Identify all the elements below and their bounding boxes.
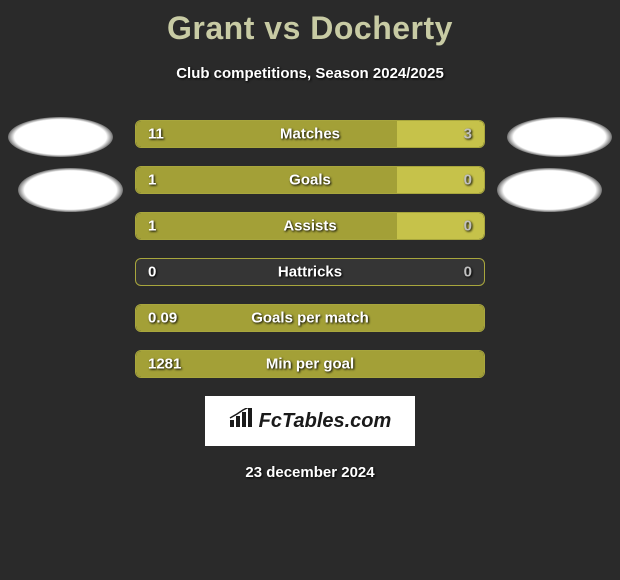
stat-label: Goals per match (251, 310, 369, 327)
stat-row-min-per-goal: 1281 Min per goal (135, 350, 485, 378)
logo-box[interactable]: FcTables.com (205, 396, 415, 446)
page-title: Grant vs Docherty (0, 0, 620, 47)
stat-row-goals: 1 Goals 0 (135, 166, 485, 194)
value-left: 0 (148, 264, 156, 281)
value-right: 0 (464, 172, 472, 189)
stat-label: Assists (283, 218, 336, 235)
date-label: 23 december 2024 (0, 464, 620, 481)
stat-row-assists: 1 Assists 0 (135, 212, 485, 240)
subtitle: Club competitions, Season 2024/2025 (0, 65, 620, 82)
player-right-photo-2 (497, 168, 602, 212)
value-left: 11 (148, 126, 164, 143)
stat-row-matches: 11 Matches 3 (135, 120, 485, 148)
stat-label: Hattricks (278, 264, 342, 281)
stat-label: Goals (289, 172, 331, 189)
stats-container: 11 Matches 3 1 Goals 0 1 Assists 0 0 Hat… (135, 120, 485, 378)
bar-left (136, 167, 397, 193)
chart-icon (229, 408, 253, 434)
value-left: 1 (148, 218, 156, 235)
value-right: 3 (464, 126, 472, 143)
stat-label: Min per goal (266, 356, 354, 373)
player-right-photo-1 (507, 117, 612, 157)
logo-label: FcTables.com (259, 410, 392, 433)
player-left-photo-2 (18, 168, 123, 212)
bar-left (136, 213, 397, 239)
stat-row-hattricks: 0 Hattricks 0 (135, 258, 485, 286)
value-left: 1 (148, 172, 156, 189)
value-right: 0 (464, 218, 472, 235)
bar-left (136, 121, 397, 147)
stat-row-goals-per-match: 0.09 Goals per match (135, 304, 485, 332)
value-left: 0.09 (148, 310, 177, 327)
value-right: 0 (464, 264, 472, 281)
logo-text: FcTables.com (229, 408, 392, 434)
value-left: 1281 (148, 356, 181, 373)
player-left-photo-1 (8, 117, 113, 157)
stat-label: Matches (280, 126, 340, 143)
